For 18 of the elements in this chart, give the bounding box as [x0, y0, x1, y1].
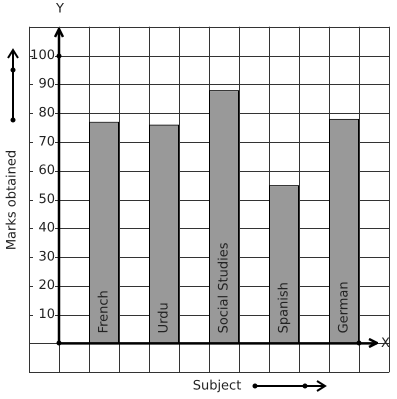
y-tick-label: 30: [38, 249, 55, 264]
y-tick-label: 70: [38, 134, 55, 150]
y-tick-label: 10: [38, 307, 55, 322]
y-tick-label: 40: [38, 220, 55, 236]
y-tick-label: 80: [38, 106, 55, 121]
x-tick-label: Social Studies: [216, 242, 232, 334]
x-tick-label: French: [96, 290, 112, 334]
y-tick-label: 60: [38, 163, 55, 178]
y-tick-label: 100: [30, 48, 55, 63]
y-tick-label: 20: [38, 278, 55, 294]
x-tick-label: Urdu: [156, 302, 172, 334]
y-axis-title: Marks obtained: [4, 150, 20, 250]
x-tick-label: Spanish: [276, 282, 292, 334]
text: Y: [55, 1, 64, 16]
x-tick-label: German: [336, 281, 352, 334]
x-axis-title: Subject: [192, 378, 242, 394]
y-tick-label: 50: [38, 192, 55, 207]
y-tick-label: 90: [38, 76, 55, 92]
